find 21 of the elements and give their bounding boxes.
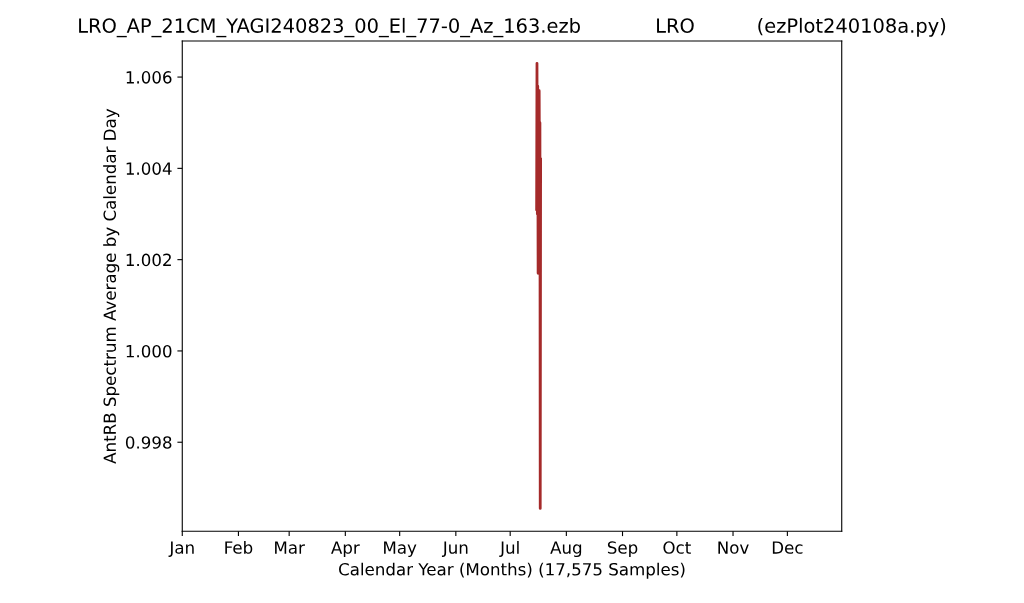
y-tick-label: 0.998 <box>125 436 172 449</box>
x-tick-label: Mar <box>275 541 305 554</box>
x-tick-label: Dec <box>772 541 803 554</box>
x-tick-label: May <box>384 541 417 558</box>
x-axis-title: Calendar Year (Months) (17,575 Samples) <box>339 562 685 579</box>
x-tick-label: Nov <box>718 541 749 554</box>
y-tick-label: 1.000 <box>126 344 172 358</box>
x-tick-label: Jan <box>168 541 194 557</box>
x-tick-label: Oct <box>663 541 691 554</box>
y-axis-title: AntRB Spectrum Average by Calendar Day <box>103 108 120 464</box>
y-tick-label: 1.006 <box>126 71 172 84</box>
chart-title: LRO_AP_21CM_YAGI240823_00_El_77-0_Az_163.ezb LRO (ezPlot240108a.py) <box>79 17 946 38</box>
x-tick-label: Jul <box>499 540 519 557</box>
x-tick-label: Apr <box>331 541 360 558</box>
x-tick-label: Jun <box>441 541 468 557</box>
line-series <box>535 61 542 510</box>
y-tick-label: 1.002 <box>126 253 171 267</box>
x-tick-label: Feb <box>225 540 253 554</box>
x-tick-label: Sep <box>607 541 638 558</box>
x-tick-label: Aug <box>550 541 582 558</box>
y-tick-label: 1.004 <box>126 162 172 175</box>
